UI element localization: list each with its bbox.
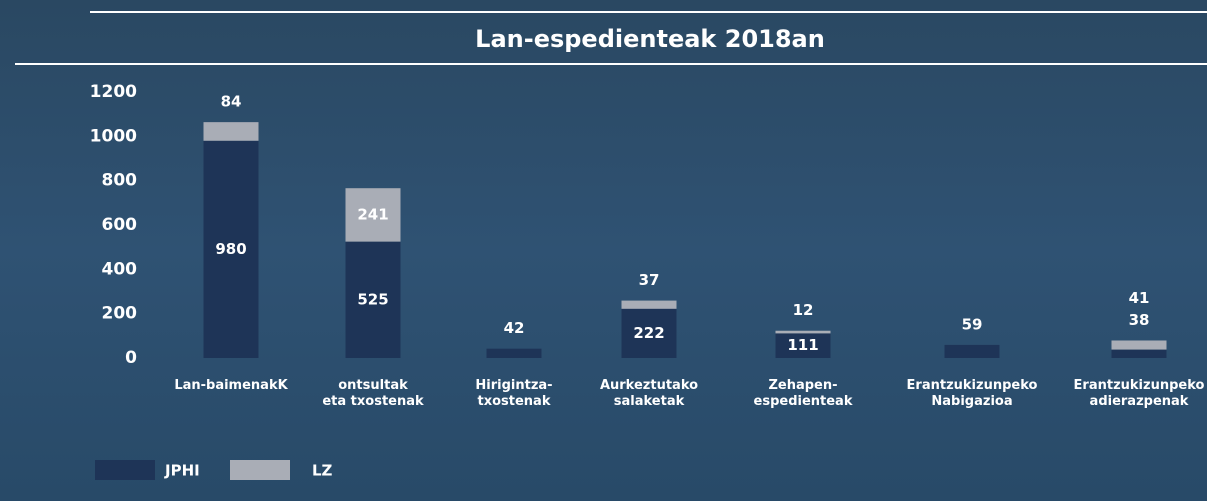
y-tick-label: 1000 [90,126,137,146]
y-tick-label: 800 [102,171,138,191]
x-tick-line: adierazpenak [1090,394,1189,409]
x-tick-line: Nabigazioa [931,394,1012,409]
value-label: 59 [962,315,983,333]
x-tick-line: eta txostenak [322,394,424,409]
legend-label: LZ [312,462,333,480]
x-tick-label: Hirigintza-txostenak [475,378,552,409]
bar-segment [622,301,677,309]
chart-title: Lan-espedienteak 2018an [475,25,825,53]
bar-segment [1112,350,1167,358]
value-label: 41 [1129,289,1150,307]
x-tick-line: ontsultak [338,378,408,393]
x-tick-line: Hirigintza- [475,378,552,393]
bar-segment [204,122,259,141]
bar-segment [487,349,542,358]
value-label: 980 [215,240,246,258]
value-label: 38 [1129,311,1150,329]
x-tick-line: Aurkeztutako [600,378,698,393]
y-tick-label: 0 [125,348,137,368]
bar-segment [1112,340,1167,349]
x-tick-line: txostenak [478,394,551,409]
value-label: 222 [633,324,664,342]
y-tick-label: 1200 [90,82,137,102]
background [0,0,1207,501]
value-label: 42 [504,319,525,337]
x-tick-line: Erantzukizunpeko [1074,378,1205,393]
y-tick-label: 400 [102,259,138,279]
x-tick-line: Lan-baimenakK [174,378,288,393]
x-tick-line: espedienteak [754,394,853,409]
value-label: 241 [357,205,388,223]
bar-segment [945,345,1000,358]
value-label: 12 [793,301,814,319]
y-tick-label: 200 [102,304,138,324]
x-tick-line: Zehapen- [768,378,837,393]
x-tick-label: Lan-baimenakK [174,378,288,393]
value-label: 111 [787,336,818,354]
y-tick-label: 600 [102,215,138,235]
value-label: 525 [357,290,388,308]
x-tick-line: salaketak [614,394,685,409]
x-tick-line: Erantzukizunpeko [907,378,1038,393]
bar-segment [776,331,831,334]
value-label: 84 [221,93,242,111]
legend-label: JPHI [164,462,200,480]
chart: Lan-espedienteak 2018an 0 200 400 600 800 100… [0,0,1207,501]
legend-swatch [230,460,290,480]
legend-swatch [95,460,155,480]
value-label: 37 [639,271,660,289]
